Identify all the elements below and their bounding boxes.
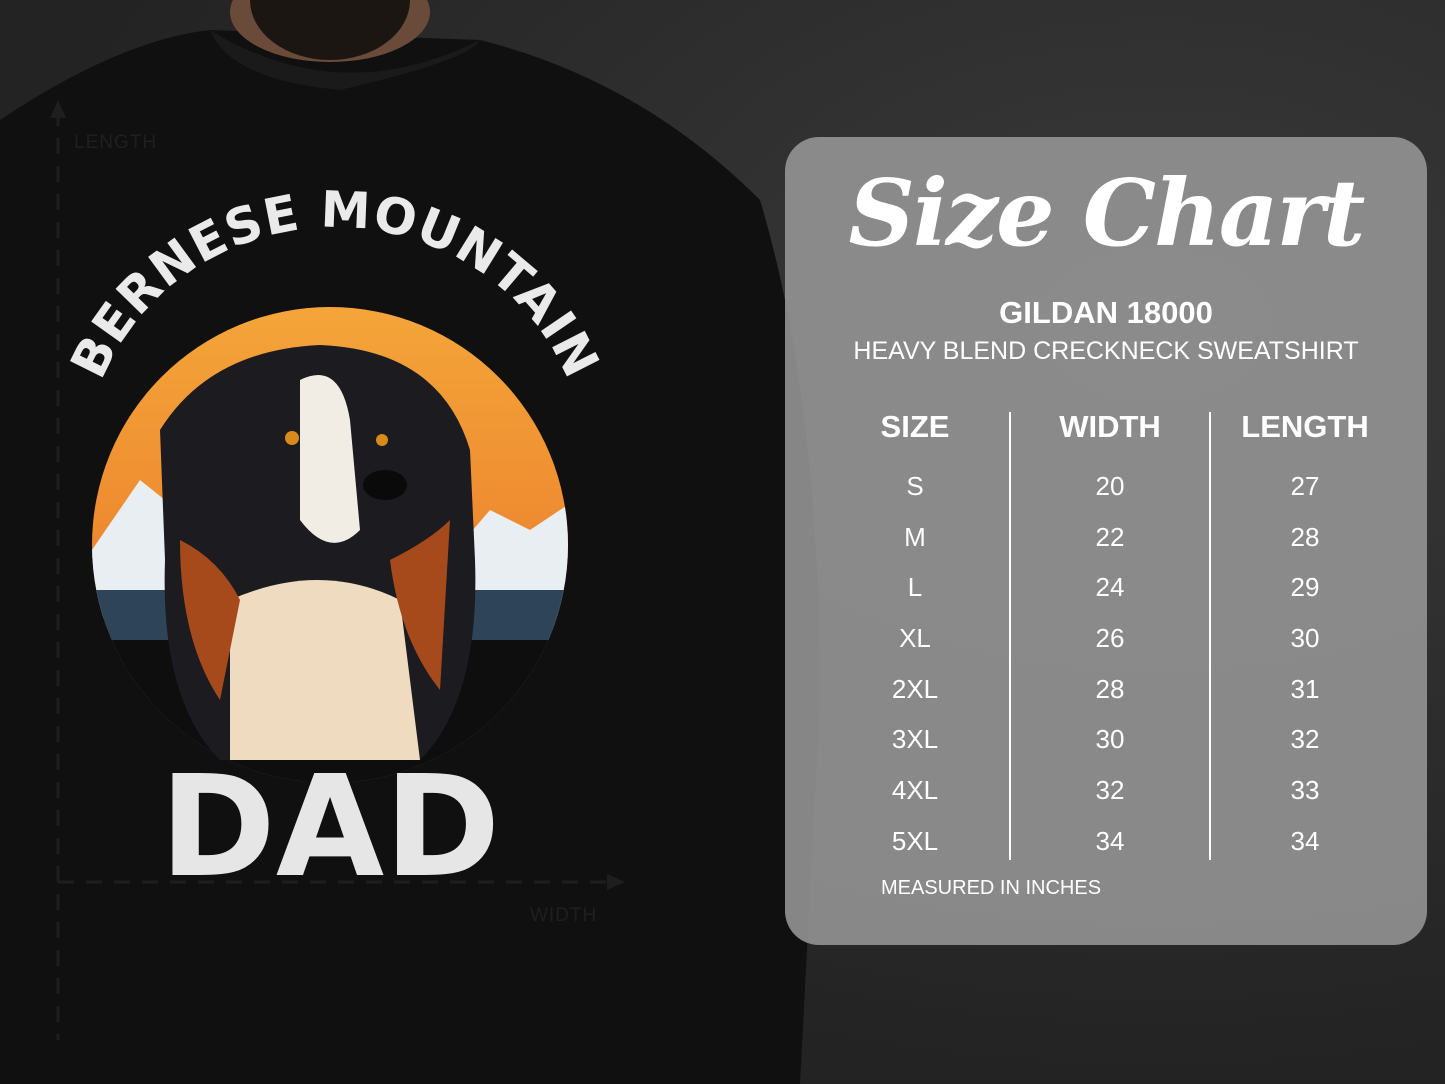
width-cell: 30 [1095, 724, 1125, 755]
width-header: WIDTH [1059, 409, 1161, 444]
width-cell: 28 [1095, 673, 1125, 704]
dog-illustration [160, 345, 476, 760]
length-column: LENGTH 27 28 29 30 31 32 33 34 [1205, 409, 1405, 877]
width-cell: 32 [1095, 775, 1125, 806]
size-cell: 2XL [891, 673, 939, 704]
size-chart-panel: Size Chart GILDAN 18000 HEAVY BLEND CREC… [785, 137, 1427, 945]
size-cell: XL [899, 623, 931, 654]
width-label: WIDTH [530, 905, 598, 926]
length-cell: 31 [1290, 673, 1320, 704]
column-divider [1009, 412, 1011, 860]
length-cell: 28 [1290, 521, 1320, 552]
length-cell: 29 [1290, 572, 1320, 603]
column-divider [1209, 412, 1211, 860]
size-cell: 3XL [891, 724, 939, 755]
sweatshirt-image: BERNESE MOUNTAIN DAD [0, 0, 820, 1084]
length-cell: 32 [1290, 724, 1320, 755]
width-cell: 22 [1095, 521, 1125, 552]
length-cell: 33 [1290, 775, 1320, 806]
length-cell: 30 [1290, 623, 1320, 654]
size-header: SIZE [880, 409, 950, 444]
units-note: MEASURED IN INCHES [881, 877, 1102, 899]
size-cell: S [906, 471, 924, 501]
width-cell: 24 [1095, 572, 1125, 603]
size-cell: 4XL [891, 775, 939, 806]
product-model: GILDAN 18000 [999, 295, 1213, 330]
length-header: LENGTH [1241, 409, 1369, 444]
size-cell: 5XL [891, 825, 939, 856]
print-bottom-text: DAD [160, 746, 501, 909]
size-chart-title: Size Chart [848, 159, 1366, 267]
size-column: SIZE S M L XL 2XL 3XL 4XL 5XL [815, 409, 1015, 877]
width-column: WIDTH 20 22 24 26 28 30 32 34 [1010, 409, 1210, 877]
product-description: HEAVY BLEND CRECKNECK SWEATSHIRT [853, 337, 1359, 365]
length-cell: 34 [1290, 825, 1320, 856]
width-cell: 34 [1095, 825, 1125, 856]
width-cell: 20 [1095, 471, 1125, 501]
size-cell: L [907, 572, 923, 603]
width-cell: 26 [1095, 623, 1125, 654]
length-label: LENGTH [74, 132, 158, 153]
size-cell: M [904, 521, 926, 552]
length-cell: 27 [1290, 471, 1320, 501]
